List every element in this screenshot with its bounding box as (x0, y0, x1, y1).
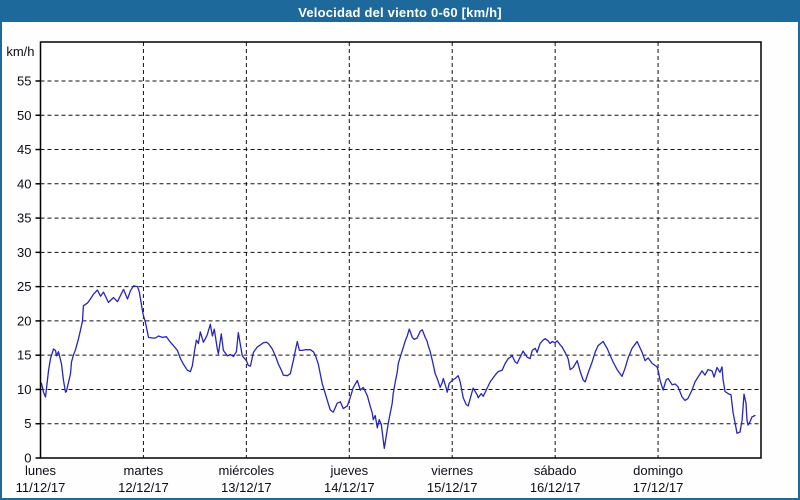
x-axis-labels: lunes 11/12/17 martes 12/12/17 miércoles 13/1… (16, 463, 684, 495)
y-axis-labels: 0 5 10 15 20 25 30 35 40 45 50 55 (17, 73, 31, 465)
window-title: Velocidad del viento 0-60 [km/h] (298, 4, 502, 20)
y-axis-unit-label: km/h (6, 44, 34, 59)
x-day-name-label: sábado (534, 463, 577, 478)
y-tick-label: 30 (17, 245, 31, 260)
x-day-name-label: domingo (633, 463, 683, 478)
plot-background (40, 42, 761, 458)
y-tick-label: 25 (17, 279, 31, 294)
x-day-name-label: viernes (431, 463, 473, 478)
x-day-name-label: miércoles (219, 463, 275, 478)
plot-border (39, 41, 762, 459)
x-day-name-label: martes (124, 463, 164, 478)
y-tick-label: 0 (24, 451, 31, 466)
x-day-date-label: 14/12/17 (324, 480, 375, 495)
y-tick-label: 5 (24, 416, 31, 431)
x-day-date-label: 11/12/17 (16, 480, 66, 495)
x-day-date-label: 16/12/17 (530, 480, 581, 495)
x-day-name-label: lunes (25, 463, 57, 478)
y-tick-label: 50 (17, 108, 31, 123)
y-tick-label: 15 (17, 348, 31, 363)
x-day-date-label: 13/12/17 (221, 480, 272, 495)
chart-canvas: 0 5 10 15 20 25 30 35 40 45 50 55 km/h lunes 11/12/17 m… (6, 41, 762, 495)
y-gridlines (35, 80, 761, 459)
x-day-date-label: 17/12/17 (633, 480, 684, 495)
x-day-name-label: jueves (329, 463, 368, 478)
wind-speed-chart: 0 5 10 15 20 25 30 35 40 45 50 55 km/h lunes 11/12/17 m… (2, 22, 798, 498)
title-bar: Velocidad del viento 0-60 [km/h] (2, 2, 798, 22)
y-tick-label: 35 (17, 211, 31, 226)
y-tick-label: 45 (17, 142, 31, 157)
y-tick-label: 55 (17, 73, 31, 88)
y-tick-label: 40 (17, 176, 31, 191)
x-gridlines (142, 42, 659, 458)
x-day-date-label: 12/12/17 (118, 480, 169, 495)
y-tick-label: 20 (17, 313, 31, 328)
wind-speed-line (40, 285, 756, 450)
y-tick-label: 10 (17, 382, 31, 397)
x-day-date-label: 15/12/17 (427, 480, 478, 495)
